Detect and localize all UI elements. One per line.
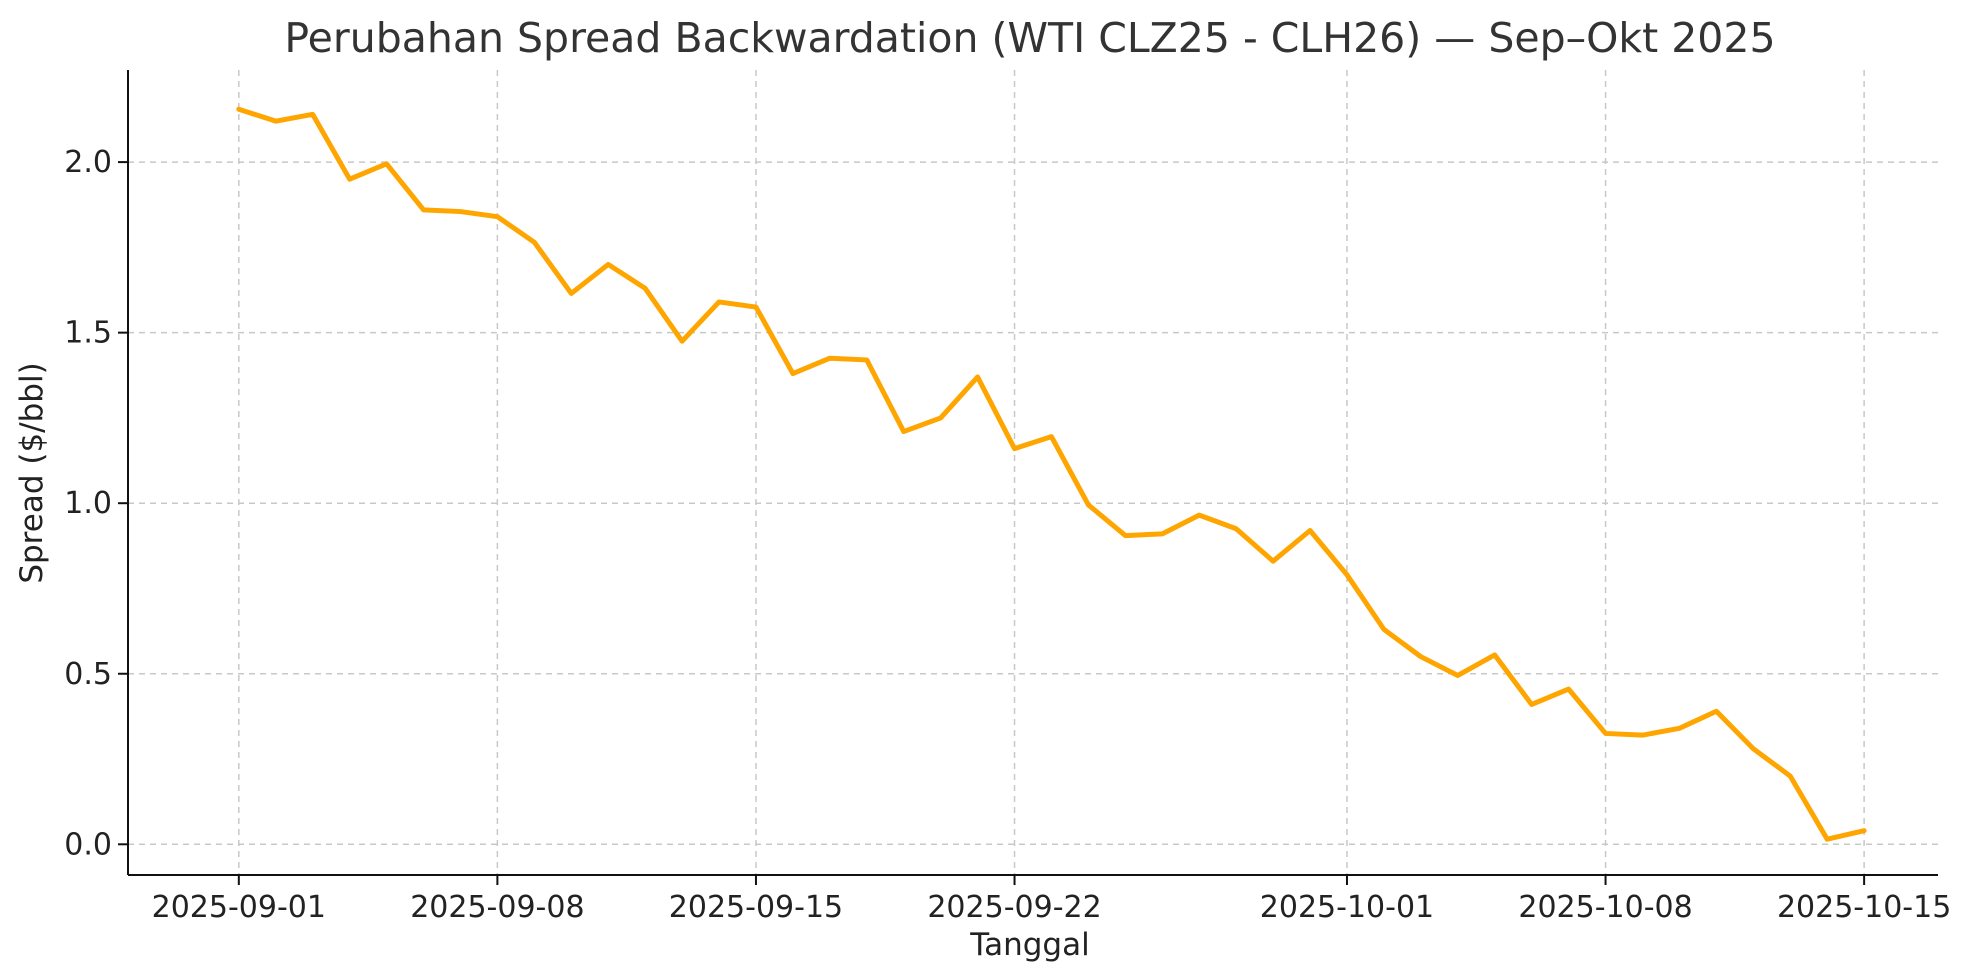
x-tick-label: 2025-10-15	[1777, 890, 1951, 925]
y-tick-label: 0.5	[64, 657, 112, 692]
series-layer	[236, 106, 1867, 842]
y-tick-label: 1.5	[64, 316, 112, 351]
x-tick-label: 2025-09-01	[152, 890, 326, 925]
x-axis-label: Tanggal	[969, 927, 1089, 963]
x-tick-label: 2025-09-08	[410, 890, 584, 925]
x-tick-label: 2025-09-15	[669, 890, 843, 925]
spread-line	[236, 106, 1867, 842]
x-tick-label: 2025-09-22	[927, 890, 1101, 925]
x-tick-label: 2025-10-08	[1518, 890, 1692, 925]
grid-lines	[128, 70, 1938, 875]
y-axis-label: Spread ($/bbl)	[14, 362, 50, 583]
x-tick-label: 2025-10-01	[1260, 890, 1434, 925]
y-tick-label: 1.0	[64, 486, 112, 521]
y-tick-label: 0.0	[64, 827, 112, 862]
y-tick-label: 2.0	[64, 145, 112, 180]
chart-title: Perubahan Spread Backwardation (WTI CLZ2…	[284, 14, 1775, 62]
axes: 0.0 0.5 1.0 1.5 2.0 2025-09-01 2025-09-08 2025-…	[64, 70, 1951, 925]
